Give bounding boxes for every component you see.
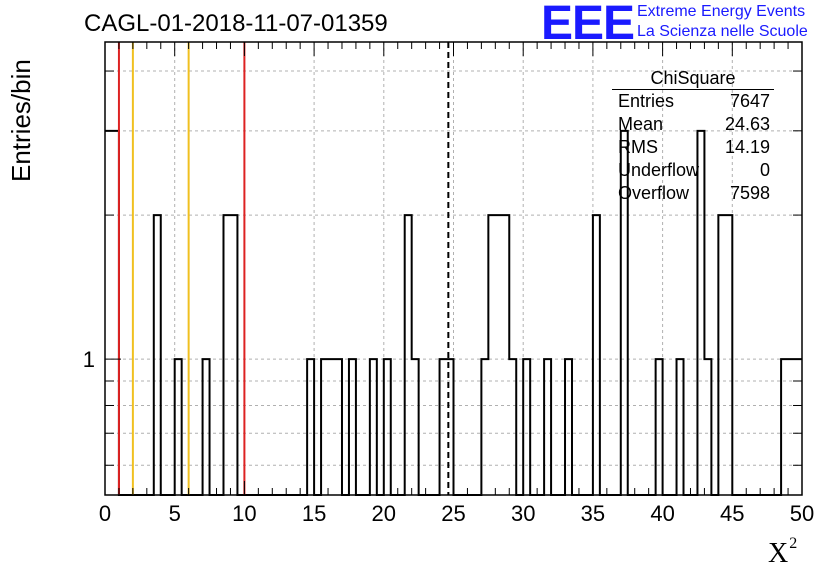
histogram-bin <box>328 359 335 495</box>
stats-row: Entries 7647 <box>612 90 774 113</box>
stats-row: Underflow 0 <box>612 159 774 182</box>
histogram-bin <box>203 359 210 495</box>
stats-value: 7598 <box>729 183 770 203</box>
x-tick-label: 15 <box>302 501 326 526</box>
histogram-bin <box>565 359 572 495</box>
histogram-bin <box>495 215 502 495</box>
histogram-bin <box>335 359 342 495</box>
chart-title: CAGL-01-2018-11-07-01359 <box>84 10 388 37</box>
x-axis-label-sup: 2 <box>789 535 798 552</box>
axes <box>104 41 803 496</box>
stats-label: Overflow <box>618 183 690 203</box>
histogram-bin <box>412 359 419 495</box>
stats-value: 14.19 <box>724 137 770 157</box>
histogram-bin <box>405 215 412 495</box>
x-tick-label: 10 <box>232 501 256 526</box>
stats-label: RMS <box>618 137 658 157</box>
histogram-bin <box>677 359 684 495</box>
reference-lines <box>117 42 450 495</box>
x-tick-labels: 0 5 10 15 20 25 30 35 40 45 50 <box>99 501 814 526</box>
histogram-bin <box>718 215 725 495</box>
histogram-bin <box>593 215 600 495</box>
x-axis-label-main: X <box>768 538 789 569</box>
stats-label: Underflow <box>618 160 700 180</box>
histogram-bin <box>112 131 119 495</box>
histogram-bin <box>502 215 509 495</box>
stats-value: 0 <box>759 160 770 180</box>
histogram-bin <box>781 359 788 495</box>
histogram-bin <box>105 131 112 495</box>
histogram-bin <box>788 359 795 495</box>
histogram-bin <box>509 359 516 495</box>
histogram-bin <box>523 359 530 495</box>
histogram-bin <box>307 359 314 495</box>
histogram-bin <box>488 215 495 495</box>
x-tick-label: 35 <box>581 501 605 526</box>
histogram-bin <box>370 359 377 495</box>
histogram-bin <box>321 359 328 495</box>
stats-box: ChiSquare Entries 7647 Mean 24.63 RMS 14.19 Un… <box>612 67 774 205</box>
stats-title: ChiSquare <box>612 67 774 90</box>
eee-logo-text: Extreme Energy Events La Scienza nelle S… <box>637 2 808 42</box>
x-tick-label: 50 <box>790 501 814 526</box>
x-tick-label: 0 <box>99 501 111 526</box>
histogram-bin <box>795 359 802 495</box>
y-tick-label: 1 <box>83 347 95 372</box>
histogram-bin <box>704 359 711 495</box>
histogram-bin <box>154 215 161 495</box>
histogram-bin <box>544 359 551 495</box>
x-tick-label: 40 <box>650 501 674 526</box>
x-axis-label: X2 <box>768 535 797 570</box>
histogram-bin <box>656 359 663 495</box>
stats-row: Mean 24.63 <box>612 113 774 136</box>
stats-value: 7647 <box>729 91 770 111</box>
logo-line-2: La Scienza nelle Scuole <box>637 23 808 40</box>
x-tick-label: 25 <box>441 501 465 526</box>
x-tick-label: 20 <box>372 501 396 526</box>
x-tick-label: 30 <box>511 501 535 526</box>
logo-line-1: Extreme Energy Events <box>637 3 806 20</box>
stats-value: 24.63 <box>724 114 770 134</box>
stats-label: Entries <box>618 91 675 111</box>
stats-label: Mean <box>618 114 664 134</box>
x-tick-label: 5 <box>169 501 181 526</box>
histogram-bin <box>725 215 732 495</box>
x-tick-label: 45 <box>720 501 744 526</box>
stats-row: RMS 14.19 <box>612 136 774 159</box>
histogram-bin <box>384 359 391 495</box>
histogram-bin <box>223 215 230 495</box>
histogram-bin <box>175 359 182 495</box>
y-tick-labels: 1 <box>83 347 95 372</box>
histogram-bin <box>440 359 447 495</box>
histogram-bin <box>230 215 237 495</box>
histogram-bin <box>481 359 488 495</box>
stats-row: Overflow 7598 <box>612 182 774 205</box>
histogram-bin <box>349 359 356 495</box>
